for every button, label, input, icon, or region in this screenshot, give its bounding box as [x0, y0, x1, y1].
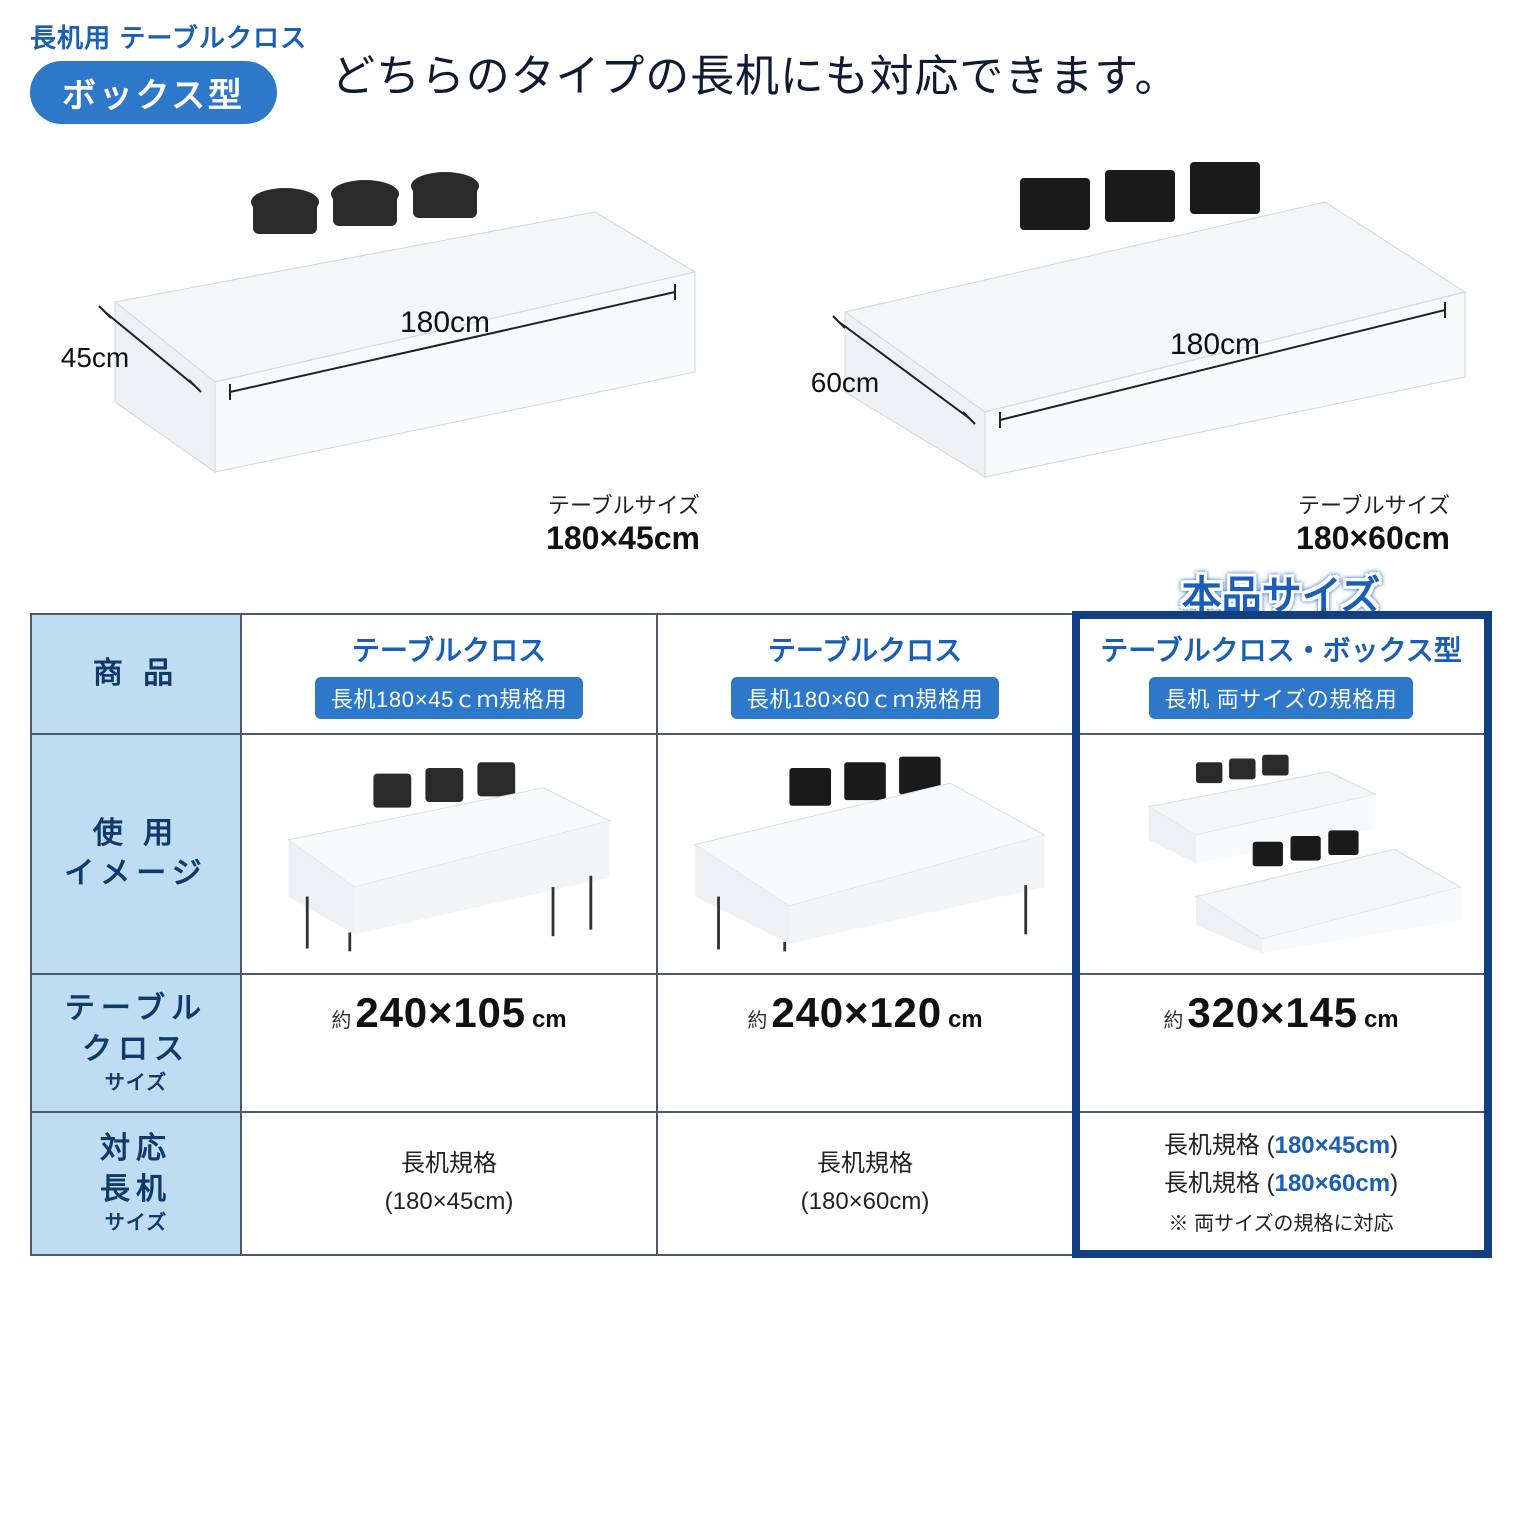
compat-2: 長机規格 (180×60cm) — [658, 1113, 1074, 1254]
usage-image-1 — [242, 735, 658, 975]
colhead-2: テーブルクロス 長机180×60ｃｍ規格用 — [658, 615, 1074, 735]
rowhead-compat: 対応 長机 サイズ — [32, 1113, 242, 1254]
hero-illustration-45: 180cm 45cm — [30, 142, 740, 482]
header-left: 長机用 テーブルクロス ボックス型 — [30, 18, 307, 124]
hero-width-label: 45cm — [61, 342, 129, 373]
hero-length-label: 180cm — [400, 306, 490, 339]
rowhead-usage: 使 用 イメージ — [32, 735, 242, 975]
caption-dim: 180×60cm — [780, 520, 1450, 557]
rowhead-product-label: 商 品 — [93, 654, 179, 695]
colhead-spec: 長机 両サイズの規格用 — [1149, 677, 1414, 719]
approx: 約 — [331, 1004, 351, 1033]
cloth-size-3: 約 320×145 cm — [1074, 975, 1490, 1113]
hero-illustration-60: 180cm 60cm — [780, 142, 1490, 482]
highlight-badge: 本品サイズ — [1182, 563, 1381, 621]
colhead-top: テーブルクロス・ボックス型 — [1100, 629, 1461, 669]
colhead-1: テーブルクロス 長机180×45ｃｍ規格用 — [242, 615, 658, 735]
rowhead-product: 商 品 — [32, 615, 242, 735]
rowhead-cloth-l3: サイズ — [105, 1070, 167, 1097]
approx: 約 — [1163, 1004, 1183, 1033]
size-unit: cm — [1364, 1006, 1399, 1034]
headline: どちらのタイプの長机にも対応できます。 — [331, 40, 1179, 104]
hero-length-label: 180cm — [1170, 328, 1260, 361]
rowhead-usage-l2: イメージ — [64, 854, 207, 895]
compat-note: ※ 両サイズの規格に対応 — [1169, 1208, 1394, 1240]
comparison-table: 商 品 テーブルクロス 長机180×45ｃｍ規格用 テーブルクロス 長机180×… — [30, 613, 1490, 1256]
compat-line-a: 長机規格 (180×45cm) — [1164, 1127, 1398, 1165]
colhead-spec: 長机180×45ｃｍ規格用 — [315, 677, 584, 719]
hero-caption-45: テーブルサイズ 180×45cm — [30, 488, 740, 557]
thumb-drape-45 — [260, 749, 638, 959]
cloth-size-1: 約 240×105 cm — [242, 975, 658, 1113]
compat-line-b: 長机規格 (180×60cm) — [1164, 1165, 1398, 1203]
compat-dim: (180×45cm) — [385, 1183, 514, 1221]
product-category: 長机用 テーブルクロス — [30, 18, 307, 55]
type-pill: ボックス型 — [30, 61, 277, 124]
colhead-top: テーブルクロス — [352, 629, 546, 669]
caption-label: テーブルサイズ — [780, 488, 1450, 520]
thumb-box-both — [1092, 749, 1470, 959]
thumb-drape-60 — [676, 749, 1054, 959]
size-unit: cm — [948, 1006, 983, 1034]
caption-dim: 180×45cm — [30, 520, 700, 557]
usage-image-3 — [1074, 735, 1490, 975]
rowhead-cloth-size: テーブル クロス サイズ — [32, 975, 242, 1113]
colhead-top: テーブルクロス — [768, 629, 962, 669]
colhead-spec: 長机180×60ｃｍ規格用 — [731, 677, 1000, 719]
compat-label: 長机規格 — [401, 1145, 497, 1183]
hero-item-45: 180cm 45cm テーブルサイズ 180×45cm — [30, 142, 740, 557]
approx: 約 — [747, 1004, 767, 1033]
hero-row: 180cm 45cm テーブルサイズ 180×45cm — [30, 142, 1490, 557]
rowhead-cloth-l1: テーブル — [65, 989, 207, 1030]
compat-dim: (180×60cm) — [801, 1183, 930, 1221]
rowhead-compat-l1: 対応 — [100, 1129, 172, 1170]
rowhead-compat-l3: サイズ — [105, 1210, 167, 1237]
compat-3: 長机規格 (180×45cm) 長机規格 (180×60cm) ※ 両サイズの規… — [1074, 1113, 1490, 1254]
usage-image-2 — [658, 735, 1074, 975]
rowhead-cloth-l2: クロス — [82, 1030, 190, 1071]
hero-caption-60: テーブルサイズ 180×60cm — [780, 488, 1490, 557]
colhead-3: 本品サイズ テーブルクロス・ボックス型 長机 両サイズの規格用 — [1074, 615, 1490, 735]
hero-width-label: 60cm — [811, 367, 879, 398]
compat-1: 長机規格 (180×45cm) — [242, 1113, 658, 1254]
header: 長机用 テーブルクロス ボックス型 どちらのタイプの長机にも対応できます。 — [30, 18, 1490, 124]
hero-item-60: 180cm 60cm テーブルサイズ 180×60cm — [780, 142, 1490, 557]
comparison-table-wrapper: 商 品 テーブルクロス 長机180×45ｃｍ規格用 テーブルクロス 長机180×… — [30, 613, 1490, 1256]
size-unit: cm — [532, 1006, 567, 1034]
compat-label: 長机規格 — [817, 1145, 913, 1183]
size-num: 320×145 — [1187, 989, 1358, 1037]
cloth-size-2: 約 240×120 cm — [658, 975, 1074, 1113]
caption-label: テーブルサイズ — [30, 488, 700, 520]
rowhead-usage-l1: 使 用 — [93, 814, 179, 855]
size-num: 240×120 — [771, 989, 942, 1037]
rowhead-compat-l2: 長机 — [100, 1170, 172, 1211]
size-num: 240×105 — [355, 989, 526, 1037]
